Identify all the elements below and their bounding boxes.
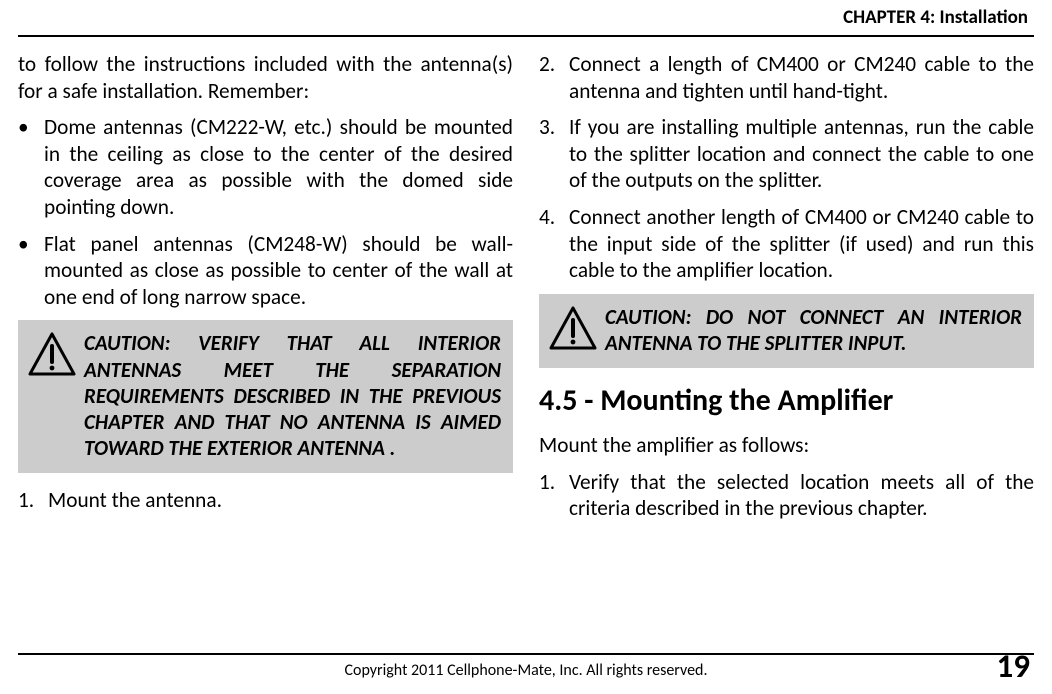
- bullet-text: Dome antennas (CM222-W, etc.) should be …: [44, 114, 513, 220]
- intro-paragraph: to follow the instructions included with…: [18, 51, 513, 104]
- caution-box: CAUTION: DO NOT CONNECT AN INTERIOR ANTE…: [539, 294, 1034, 369]
- step-text: Verify that the selected location meets …: [569, 469, 1034, 522]
- antenna-bullet-list: • Dome antennas (CM222-W, etc.) should b…: [18, 114, 513, 310]
- right-step-list: 2. Connect a length of CM400 or CM240 ca…: [539, 51, 1034, 284]
- section-intro: Mount the amplifier as follows:: [539, 432, 1034, 459]
- list-item: 4. Connect another length of CM400 or CM…: [539, 204, 1034, 284]
- section-dash: -: [584, 382, 600, 419]
- page: CHAPTER 4: Installation to follow the in…: [0, 0, 1052, 694]
- caution-text: CAUTION: VERIFY THAT ALL INTERIOR ANTENN…: [84, 330, 501, 460]
- list-item: 1. Verify that the selected location mee…: [539, 469, 1034, 522]
- left-step-list: 1. Mount the antenna.: [18, 487, 513, 514]
- left-column: to follow the instructions included with…: [18, 51, 513, 597]
- step-text: Connect another length of CM400 or CM240…: [569, 204, 1034, 284]
- bullet-icon: •: [18, 114, 44, 220]
- right-column: 2. Connect a length of CM400 or CM240 ca…: [539, 51, 1034, 597]
- list-item: 3. If you are installing multiple antenn…: [539, 114, 1034, 194]
- caution-text: CAUTION: DO NOT CONNECT AN INTERIOR ANTE…: [605, 304, 1022, 357]
- step-number: 2.: [539, 51, 569, 104]
- footer-row: Copyright 2011 Cellphone-Mate, Inc. All …: [18, 655, 1034, 680]
- step-number: 4.: [539, 204, 569, 284]
- step-number: 1.: [539, 469, 569, 522]
- bullet-icon: •: [18, 231, 44, 311]
- list-item: • Dome antennas (CM222-W, etc.) should b…: [18, 114, 513, 220]
- section-step-list: 1. Verify that the selected location mee…: [539, 469, 1034, 522]
- page-number: 19: [997, 646, 1030, 686]
- list-item: • Flat panel antennas (CM248-W) should b…: [18, 231, 513, 311]
- copyright-text: Copyright 2011 Cellphone-Mate, Inc. All …: [344, 661, 707, 680]
- chapter-header: CHAPTER 4: Installation: [18, 0, 1034, 33]
- warning-icon: [28, 330, 84, 460]
- bullet-text: Flat panel antennas (CM248-W) should be …: [44, 231, 513, 311]
- warning-icon: [549, 304, 605, 357]
- content-columns: to follow the instructions included with…: [18, 37, 1034, 597]
- section-heading: 4.5 - Mounting the Amplifier: [539, 382, 1034, 420]
- section-number: 4.5: [539, 382, 577, 419]
- page-footer: Copyright 2011 Cellphone-Mate, Inc. All …: [18, 653, 1034, 680]
- step-text: Mount the antenna.: [48, 487, 513, 514]
- list-item: 1. Mount the antenna.: [18, 487, 513, 514]
- list-item: 2. Connect a length of CM400 or CM240 ca…: [539, 51, 1034, 104]
- step-text: Connect a length of CM400 or CM240 cable…: [569, 51, 1034, 104]
- step-number: 1.: [18, 487, 48, 514]
- section-title: Mounting the Amplifier: [600, 382, 893, 419]
- step-text: If you are installing multiple antennas,…: [569, 114, 1034, 194]
- step-number: 3.: [539, 114, 569, 194]
- caution-box: CAUTION: VERIFY THAT ALL INTERIOR ANTENN…: [18, 320, 513, 472]
